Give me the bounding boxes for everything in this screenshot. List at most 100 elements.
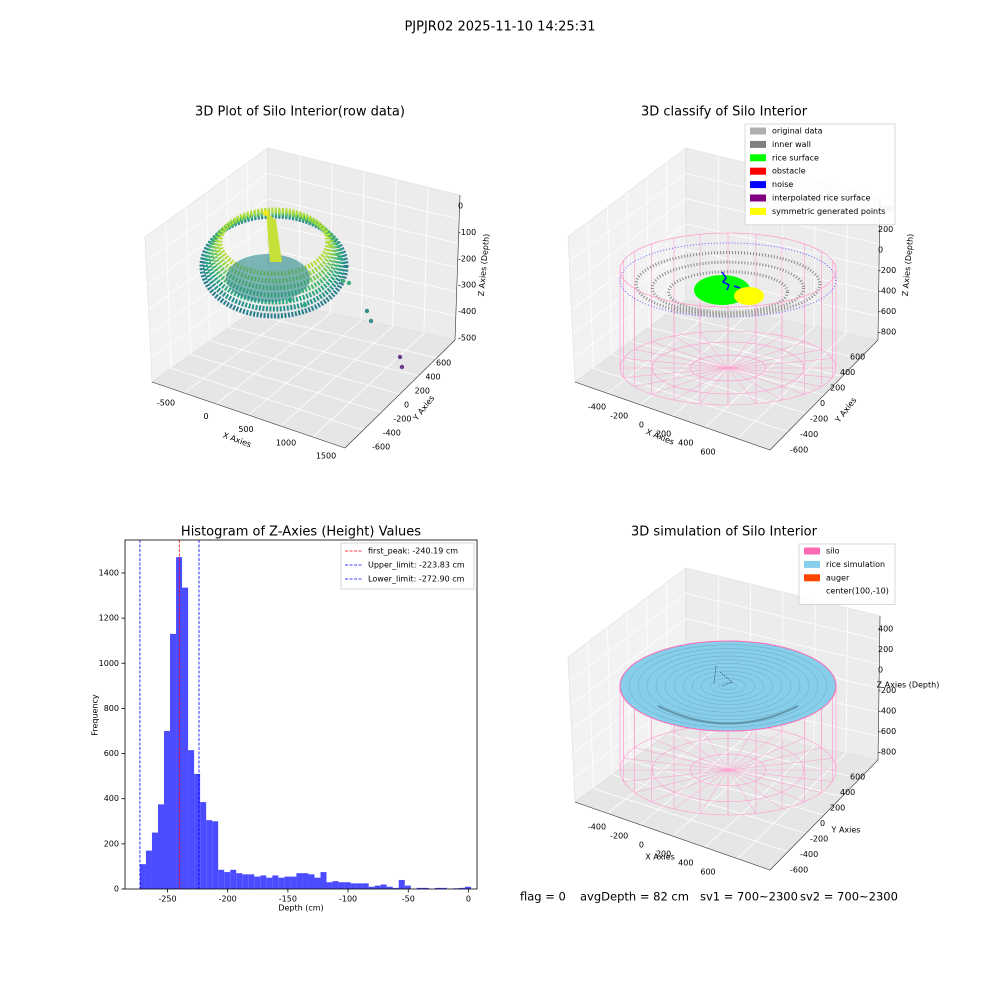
point [397,354,403,360]
legend-swatch [750,194,766,202]
z-tick-label: -200 [458,254,476,263]
silo-floor-wire [651,769,729,803]
histogram-bar [139,864,146,889]
legend-label: rice simulation [826,560,885,569]
legend-label: silo [826,547,840,556]
legend-label: rice surface [772,153,819,162]
x-tick-label: 0 [203,412,208,421]
legend-label: Upper_limit: -223.83 cm [368,561,465,570]
y-tick-label: -200 [810,415,828,424]
silo-floor-wire [699,769,729,814]
silo-floor-wire [699,332,729,369]
x-tick-label: 1000 [276,438,296,447]
legend-label: noise [772,180,793,189]
x-tick-label: -200 [219,895,237,904]
plot-frame [124,539,478,890]
silo-floor-ring [652,738,804,802]
rice-mesh [664,659,792,713]
z-tick-label: 0 [878,666,883,675]
legend-swatch [750,181,766,189]
silo-floor-wire [651,341,729,369]
histogram-bar [332,881,339,889]
silo-floor-wire [623,769,729,782]
histogram-bar [338,882,345,889]
histogram-bar [308,874,315,889]
chart-title: Histogram of Z-Axies (Height) Values [181,525,421,540]
pane-grid [665,162,668,314]
rice-dip [657,705,799,725]
rice-mesh [691,670,765,702]
legend-label: original data [772,127,823,136]
point-cloud-ring [205,211,343,305]
z-tick-label: 200 [878,225,893,234]
x-tick-label: 400 [678,439,693,448]
status-text: avgDepth = 82 cm [580,890,689,904]
wall-points [619,242,837,318]
pane-grid [845,607,849,754]
histogram-bar [157,804,165,889]
legend-swatch [750,207,766,215]
rice-simulation [619,640,837,732]
silo-floor-wire [623,367,729,378]
silo-floor-ring [689,354,767,382]
pane-grid [737,753,847,859]
y-tick-label: -600 [790,446,808,455]
chart-title: 3D classify of Silo Interior [641,105,808,120]
x-tick-label: 200 [656,850,671,859]
histogram-bar [290,876,297,889]
x-tick-label: 0 [639,841,644,850]
x-tick-label: -400 [588,403,606,412]
rice-mesh [655,655,801,717]
histogram-bar [398,879,405,889]
point [368,318,374,324]
legend-swatch [750,140,766,148]
rice-mesh [700,674,756,698]
histogram-bar [260,875,267,889]
legend-swatch [750,167,766,175]
point-cloud-floor [226,254,310,302]
y-tick-label: -400 [383,429,401,438]
point-cloud-ring [202,212,346,312]
axis-z [877,615,881,761]
histogram-bar [272,875,279,889]
point [287,297,293,303]
histogram-bar [416,887,423,889]
x-tick-label: 400 [678,859,693,868]
histogram-bar [374,885,381,889]
x-tick-label: -200 [610,832,628,841]
z-tick-label: -600 [878,727,896,736]
y-tick-label: 400 [840,368,855,377]
silo-floor-wire [651,737,729,771]
x-tick-label: -500 [157,399,175,408]
y-tick-label: -400 [800,850,818,859]
silo-floor-wire [634,747,729,771]
chart-title: 3D Plot of Silo Interior(row data) [195,105,405,120]
silo-floor-wire [727,367,805,395]
silo-floor-wire [634,367,729,387]
silo-floor-wire [727,769,822,793]
silo-floor-wire [727,769,783,810]
y-tick-label: 1400 [99,568,119,577]
silo-floor-wire [623,358,729,369]
x-tick-label: 1500 [316,452,336,461]
status-text: sv2 = 700~2300 [800,890,898,904]
auger [713,665,733,687]
axis-y [344,339,456,449]
z-tick-label: -100 [458,228,476,237]
legend-label: inner wall [772,140,811,149]
histogram-bar [266,877,273,889]
silo-floor-wire [634,349,729,369]
z-tick-label: -800 [878,748,896,757]
x-tick-label: 500 [238,425,253,434]
histogram-bar [440,887,447,889]
rice-mesh [718,682,738,690]
top-ring [619,232,837,308]
point-cloud-spike [266,212,282,262]
silo-floor-wire [727,358,833,369]
silo-floor-wire [727,726,757,771]
y-axis-label: Frequency [91,694,100,736]
pane-grid [737,333,847,439]
histogram-bar [404,885,411,889]
axis-x [151,381,346,449]
histogram-bar [380,884,387,889]
